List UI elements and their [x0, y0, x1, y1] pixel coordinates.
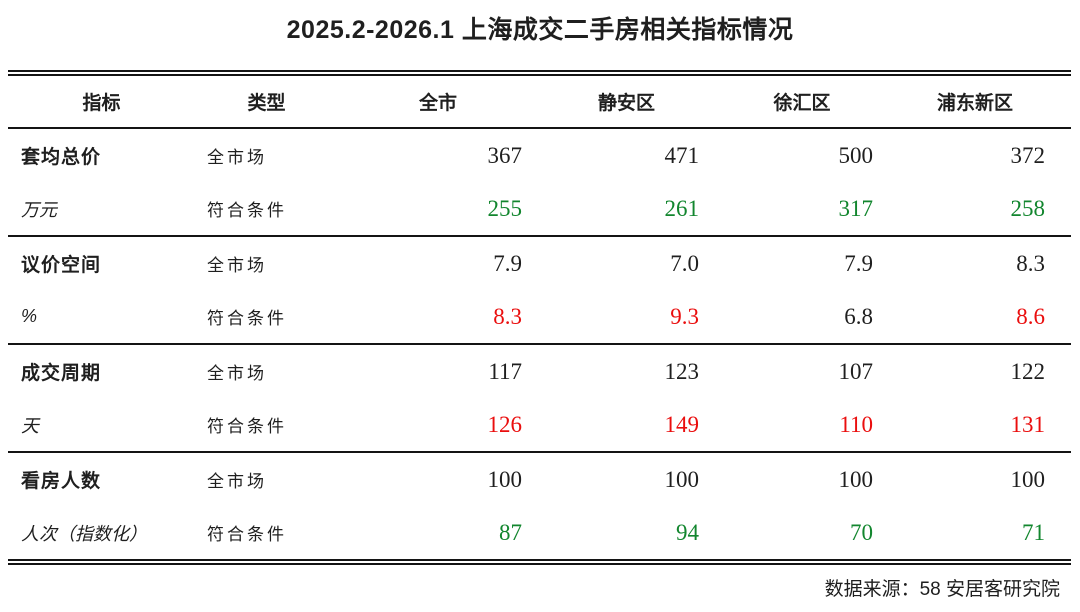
indicator-unit: 人次（指数化） — [21, 523, 147, 544]
row-type: 符合条件 — [207, 417, 287, 436]
col-header-type: 类型 — [247, 93, 286, 114]
table-row: 人次（指数化） 符合条件 87 94 70 71 — [8, 506, 1071, 559]
value-cell: 367 — [487, 142, 523, 168]
value-cell: 70 — [850, 519, 873, 545]
col-header-xuhui: 徐汇区 — [773, 93, 831, 114]
group-divider — [8, 235, 1071, 237]
row-type: 符合条件 — [207, 201, 287, 220]
value-cell: 110 — [839, 411, 873, 437]
row-type: 全市场 — [207, 148, 267, 167]
value-cell: 107 — [838, 358, 874, 384]
value-cell: 7.9 — [493, 250, 522, 276]
report-page: 2025.2-2026.1 上海成交二手房相关指标情况 指标 类型 全市 静安区… — [0, 13, 1080, 612]
table-row: 套均总价 全市场 367 471 500 372 — [8, 129, 1071, 182]
value-cell: 131 — [1010, 411, 1046, 437]
value-cell: 500 — [838, 142, 874, 168]
table-row: 成交周期 全市场 117 123 107 122 — [8, 345, 1071, 398]
col-header-pudong: 浦东新区 — [936, 93, 1013, 114]
table-row: % 符合条件 8.3 9.3 6.8 8.6 — [8, 290, 1071, 343]
value-cell: 126 — [487, 411, 523, 437]
value-cell: 100 — [1010, 466, 1046, 492]
value-cell: 7.9 — [844, 250, 873, 276]
indicator-name: 套均总价 — [21, 147, 102, 168]
table-header-row: 指标 类型 全市 静安区 徐汇区 浦东新区 — [8, 76, 1071, 127]
table-row: 万元 符合条件 255 261 317 258 — [8, 182, 1071, 235]
data-source: 数据来源：58 安居客研究院 — [824, 579, 1060, 600]
indicator-name: 成交周期 — [21, 363, 102, 384]
group-bargaining-space: 议价空间 全市场 7.9 7.0 7.9 8.3 % 符合条件 8.3 9.3 … — [8, 237, 1071, 343]
value-cell: 71 — [1022, 519, 1045, 545]
header-divider — [8, 127, 1071, 129]
value-cell: 9.3 — [670, 303, 699, 329]
value-cell: 471 — [664, 142, 700, 168]
value-cell: 87 — [499, 519, 522, 545]
indicator-name: 看房人数 — [21, 471, 102, 492]
row-type: 符合条件 — [207, 525, 287, 544]
indicator-unit: 万元 — [21, 199, 57, 220]
value-cell: 8.3 — [1016, 250, 1045, 276]
group-divider — [8, 451, 1071, 453]
value-cell: 149 — [664, 411, 700, 437]
value-cell: 8.3 — [493, 303, 522, 329]
value-cell: 7.0 — [670, 250, 699, 276]
value-cell: 117 — [488, 358, 522, 384]
indicator-name: 议价空间 — [21, 255, 102, 276]
group-divider — [8, 343, 1071, 345]
col-header-indicator: 指标 — [82, 93, 121, 114]
indicator-unit: % — [21, 306, 38, 326]
value-cell: 255 — [487, 195, 523, 221]
indicators-table: 指标 类型 全市 静安区 徐汇区 浦东新区 套均总价 全市场 367 471 5… — [8, 70, 1071, 565]
table-row: 天 符合条件 126 149 110 131 — [8, 398, 1071, 451]
value-cell: 8.6 — [1016, 303, 1045, 329]
value-cell: 122 — [1010, 358, 1046, 384]
value-cell: 6.8 — [844, 303, 873, 329]
value-cell: 100 — [664, 466, 700, 492]
row-type: 符合条件 — [207, 309, 287, 328]
page-title: 2025.2-2026.1 上海成交二手房相关指标情况 — [286, 16, 794, 44]
value-cell: 372 — [1010, 142, 1046, 168]
row-type: 全市场 — [207, 256, 267, 275]
value-cell: 100 — [487, 466, 523, 492]
value-cell: 258 — [1010, 195, 1046, 221]
value-cell: 100 — [838, 466, 874, 492]
indicator-unit: 天 — [21, 415, 39, 436]
col-header-citywide: 全市 — [418, 93, 457, 114]
group-transaction-cycle: 成交周期 全市场 117 123 107 122 天 符合条件 126 149 … — [8, 345, 1071, 451]
row-type: 全市场 — [207, 472, 267, 491]
table-bottom-rule — [8, 559, 1071, 565]
col-header-jingan: 静安区 — [597, 93, 655, 114]
table-top-rule — [8, 70, 1071, 76]
group-viewing-visitors: 看房人数 全市场 100 100 100 100 人次（指数化） 符合条件 87… — [8, 453, 1071, 559]
value-cell: 317 — [838, 195, 874, 221]
group-avg-total-price: 套均总价 全市场 367 471 500 372 万元 符合条件 255 261… — [8, 129, 1071, 235]
value-cell: 94 — [676, 519, 699, 545]
table-row: 议价空间 全市场 7.9 7.0 7.9 8.3 — [8, 237, 1071, 290]
row-type: 全市场 — [207, 364, 267, 383]
value-cell: 261 — [664, 195, 700, 221]
table-row: 看房人数 全市场 100 100 100 100 — [8, 453, 1071, 506]
value-cell: 123 — [664, 358, 700, 384]
